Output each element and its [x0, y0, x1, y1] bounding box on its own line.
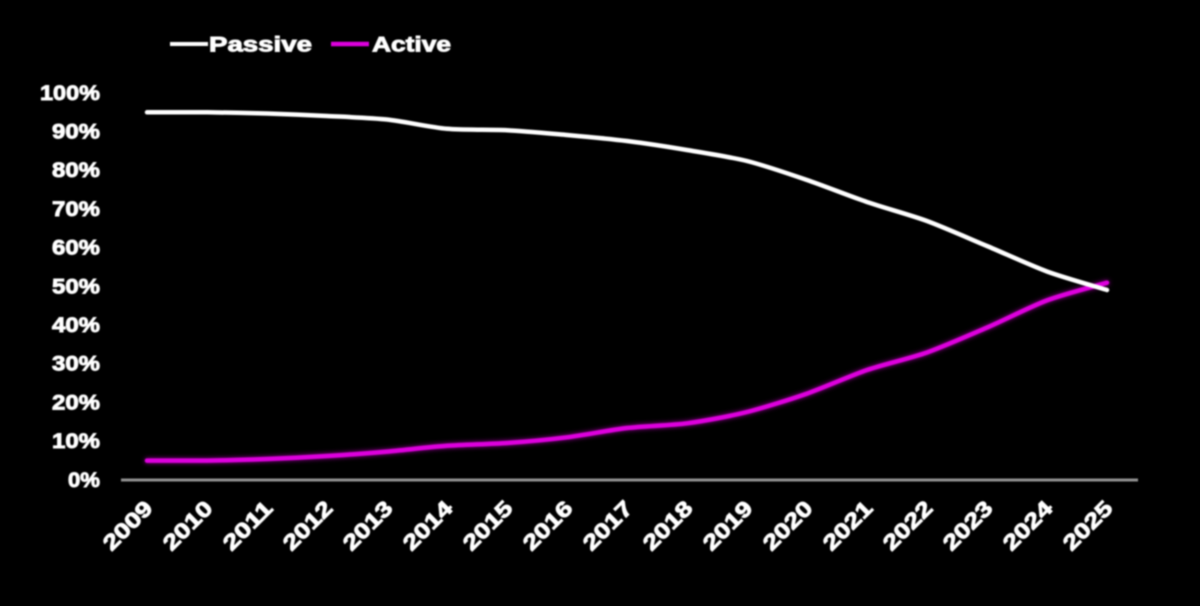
- svg-text:100%: 100%: [40, 82, 100, 105]
- svg-text:0%: 0%: [68, 469, 100, 492]
- svg-text:60%: 60%: [52, 237, 100, 260]
- svg-text:90%: 90%: [52, 121, 100, 144]
- svg-text:10%: 10%: [52, 430, 100, 453]
- svg-text:30%: 30%: [52, 353, 100, 376]
- svg-text:50%: 50%: [52, 275, 100, 298]
- svg-text:70%: 70%: [52, 198, 100, 221]
- svg-text:40%: 40%: [52, 314, 100, 337]
- svg-text:Active: Active: [372, 33, 451, 57]
- svg-text:80%: 80%: [52, 159, 100, 182]
- svg-text:Passive: Passive: [209, 33, 312, 57]
- svg-text:20%: 20%: [52, 391, 100, 414]
